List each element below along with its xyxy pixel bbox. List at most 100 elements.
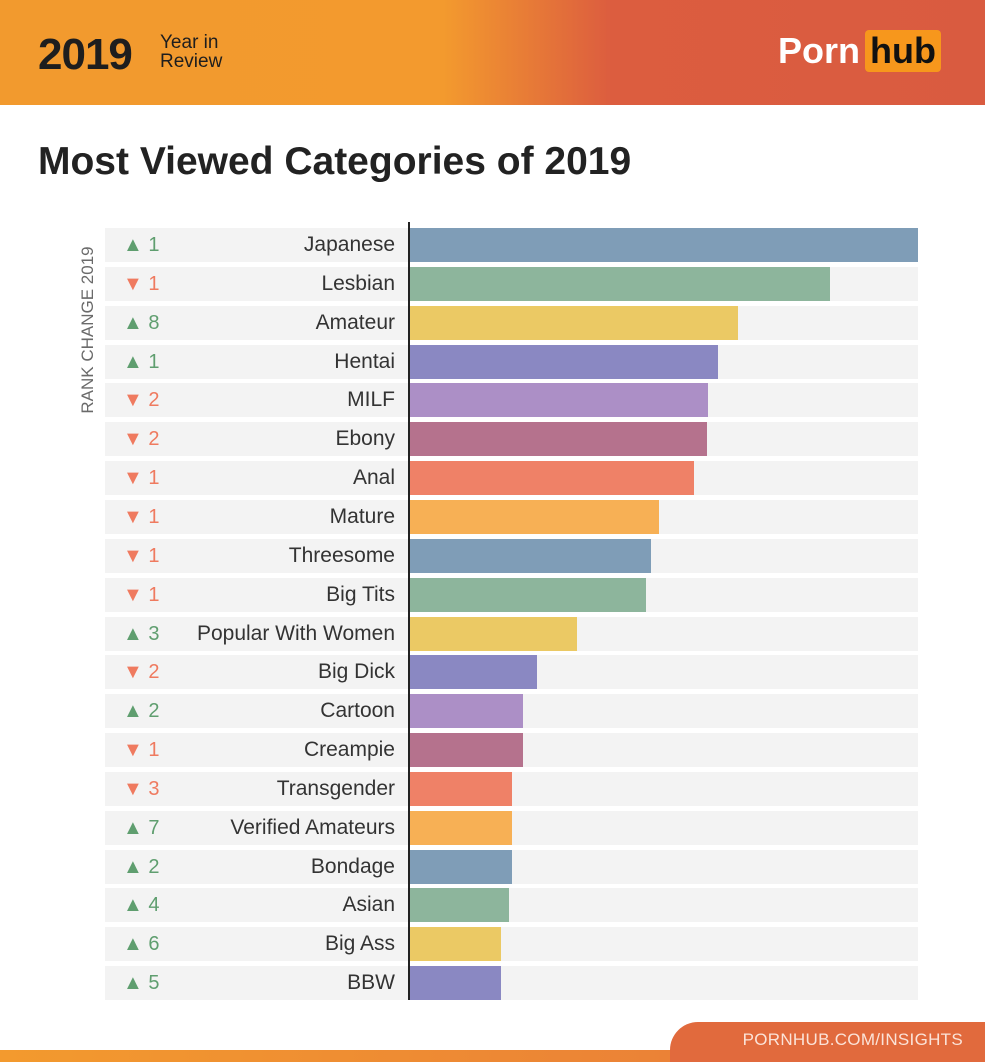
brand-logo: Porn hub	[778, 30, 941, 72]
rank-change-value: 1	[148, 739, 160, 762]
rank-change-value: 2	[148, 428, 160, 451]
triangle-down-icon: ▼	[123, 739, 149, 762]
chart-row: ▼ 3 Transgender	[105, 771, 918, 806]
rank-change-down: ▼ 2	[123, 422, 159, 456]
bar	[410, 771, 513, 806]
footer-url[interactable]: PORNHUB.COM/INSIGHTS	[742, 1030, 963, 1049]
year-in-review-label: Year in Review	[160, 33, 222, 71]
category-label: Lesbian	[321, 271, 395, 295]
rank-change-up: ▲ 5	[123, 966, 159, 1000]
bar	[410, 538, 651, 573]
triangle-up-icon: ▲	[123, 350, 149, 373]
rank-change-down: ▼ 1	[123, 733, 159, 767]
bar	[410, 422, 708, 457]
bar	[410, 849, 513, 884]
category-label: Mature	[329, 504, 395, 528]
chart-row: ▲ 8 Amateur	[105, 305, 918, 340]
triangle-up-icon: ▲	[123, 700, 149, 723]
category-label: Creampie	[303, 738, 395, 762]
triangle-up-icon: ▲	[123, 622, 149, 645]
subtitle-line1: Year in	[160, 32, 219, 53]
rank-change-up: ▲ 3	[123, 617, 159, 651]
bar	[410, 927, 501, 962]
chart-row: ▲ 2 Cartoon	[105, 694, 918, 729]
rank-change-up: ▲ 6	[123, 927, 159, 961]
rank-change-down: ▼ 2	[123, 383, 159, 417]
chart-row: ▼ 1 Big Tits	[105, 577, 918, 612]
rank-change-value: 8	[148, 311, 160, 334]
chart-row: ▲ 4 Asian	[105, 888, 918, 923]
triangle-down-icon: ▼	[123, 389, 149, 412]
rank-change-value: 1	[148, 467, 160, 490]
category-label: Japanese	[303, 233, 395, 256]
category-label: Bondage	[310, 854, 395, 878]
rank-change-value: 4	[148, 894, 160, 917]
rank-change-up: ▲ 7	[123, 811, 159, 845]
category-label: Amateur	[315, 310, 395, 334]
chart-title: Most Viewed Categories of 2019	[38, 140, 632, 183]
rank-change-down: ▼ 1	[123, 539, 159, 573]
logo-left: Porn	[778, 30, 861, 71]
category-label: Popular With Women	[196, 621, 395, 645]
category-label: Ebony	[335, 427, 395, 451]
triangle-up-icon: ▲	[123, 311, 149, 334]
rank-change-value: 3	[148, 777, 160, 800]
bar	[410, 694, 523, 729]
bar	[410, 888, 510, 923]
subtitle-line2: Review	[160, 51, 223, 72]
rank-change-value: 5	[148, 972, 160, 995]
bar	[410, 266, 831, 301]
logo-right: hub	[865, 30, 941, 72]
triangle-down-icon: ▼	[123, 428, 149, 451]
category-label: Cartoon	[320, 699, 395, 723]
rank-change-value: 6	[148, 933, 160, 956]
rank-change-up: ▲ 4	[123, 888, 159, 922]
chart-row: ▲ 1 Hentai	[105, 344, 918, 379]
rank-change-down: ▼ 1	[123, 500, 159, 534]
triangle-up-icon: ▲	[123, 855, 149, 878]
chart-row: ▼ 1 Creampie	[105, 733, 918, 768]
category-label: Hentai	[334, 349, 395, 373]
category-label: Anal	[352, 466, 395, 490]
category-axis-line	[408, 222, 410, 1000]
rank-change-value: 1	[148, 544, 160, 567]
chart-row: ▼ 2 Ebony	[105, 422, 918, 457]
rank-change-up: ▲ 1	[123, 228, 159, 262]
rank-change-down: ▼ 1	[123, 267, 159, 301]
chart-row: ▼ 1 Mature	[105, 499, 918, 534]
triangle-up-icon: ▲	[123, 894, 149, 917]
rank-change-value: 1	[148, 505, 160, 528]
rank-change-up: ▲ 2	[123, 694, 159, 728]
chart-row: ▲ 1 Japanese	[105, 228, 918, 262]
rank-change-value: 2	[148, 700, 160, 723]
bar	[410, 966, 501, 1001]
chart-row: ▲ 3 Popular With Women	[105, 616, 918, 651]
category-label: BBW	[347, 971, 395, 995]
triangle-down-icon: ▼	[123, 467, 149, 490]
rank-change-label: RANK CHANGE 2019	[78, 246, 97, 414]
chart-row: ▲ 5 BBW	[105, 966, 918, 1001]
triangle-down-icon: ▼	[123, 505, 149, 528]
category-label: Asian	[342, 893, 395, 917]
category-label: MILF	[347, 388, 395, 412]
bar	[410, 344, 718, 379]
bar	[410, 499, 659, 534]
rank-change-down: ▼ 2	[123, 655, 159, 689]
triangle-down-icon: ▼	[123, 583, 149, 606]
chart-row: ▼ 1 Threesome	[105, 538, 918, 573]
chart-row: ▼ 1 Anal	[105, 461, 918, 496]
bar	[410, 228, 918, 262]
chart-row: ▼ 2 MILF	[105, 383, 918, 418]
bar	[410, 305, 739, 340]
chart-row: ▲ 6 Big Ass	[105, 927, 918, 962]
bar	[410, 616, 578, 651]
rank-change-value: 1	[148, 272, 160, 295]
category-label: Big Dick	[317, 660, 395, 684]
footer-tab	[670, 1022, 985, 1062]
rank-change-value: 1	[148, 234, 160, 256]
header-banner: 2019 Year in Review Porn hub	[0, 0, 985, 105]
triangle-down-icon: ▼	[123, 544, 149, 567]
bar	[410, 577, 647, 612]
triangle-up-icon: ▲	[123, 816, 149, 839]
category-label: Transgender	[276, 776, 395, 800]
